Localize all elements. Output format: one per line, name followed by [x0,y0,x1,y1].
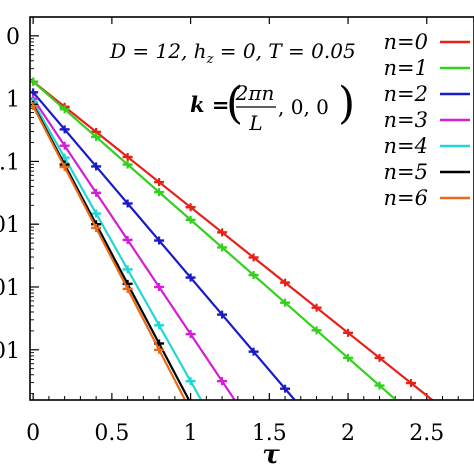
series-1 [30,77,397,400]
series-line [32,105,187,400]
k-close-paren: ) [338,78,355,129]
k-open-paren: ( [226,78,243,129]
y-tick-label: 01 [0,276,20,301]
x-tick-label: 2.5 [409,421,444,446]
series-line [32,80,433,400]
series-0 [30,77,433,400]
y-tick-label: 01 [0,213,20,238]
param-rest: = 0, T = 0.05 [213,39,355,63]
legend-label: n=3 [384,108,428,132]
series-3 [30,94,236,400]
fraction-denominator: L [248,111,262,135]
x-tick-label: 2 [341,421,355,446]
x-tick-label: 0 [26,421,40,446]
y-tick-label: 0 [6,25,20,50]
legend-label: n=2 [384,82,428,106]
param-hz-sub: z [206,52,214,67]
series-6 [30,102,187,400]
series-line [32,80,397,400]
tick-labels: 00.511.522.501.1010101 [0,25,444,446]
legend: n=0n=1n=2n=3n=4n=5n=6 [384,30,470,210]
legend-label: n=0 [384,30,428,54]
x-tick-label: 1.5 [252,421,287,446]
y-tick-label: .1 [0,150,20,175]
plot-frame [29,16,474,401]
series-line [32,98,236,400]
k-label: k = [190,92,229,117]
k-rest: , 0, 0 [278,95,329,119]
y-tick-label: 1 [6,88,20,113]
x-tick-label: 1 [184,421,198,446]
param-d: D = 12, h [109,39,207,63]
y-tick-label: 01 [0,339,20,364]
series-line [32,101,203,400]
series-line [32,91,296,400]
series-layer [30,77,433,400]
parameter-annotation: D = 12, hz = 0, T = 0.05 k = ( 2πn L , 0… [109,39,356,135]
x-axis-label: τ [262,440,280,470]
legend-label: n=6 [384,186,428,210]
annotation-line1: D = 12, hz = 0, T = 0.05 [109,39,356,67]
legend-label: n=4 [384,134,428,158]
legend-label: n=5 [384,160,428,184]
x-tick-label: 0.5 [94,421,129,446]
legend-label: n=1 [384,56,428,80]
series-2 [30,88,296,400]
fraction-numerator: 2πn [235,81,275,105]
